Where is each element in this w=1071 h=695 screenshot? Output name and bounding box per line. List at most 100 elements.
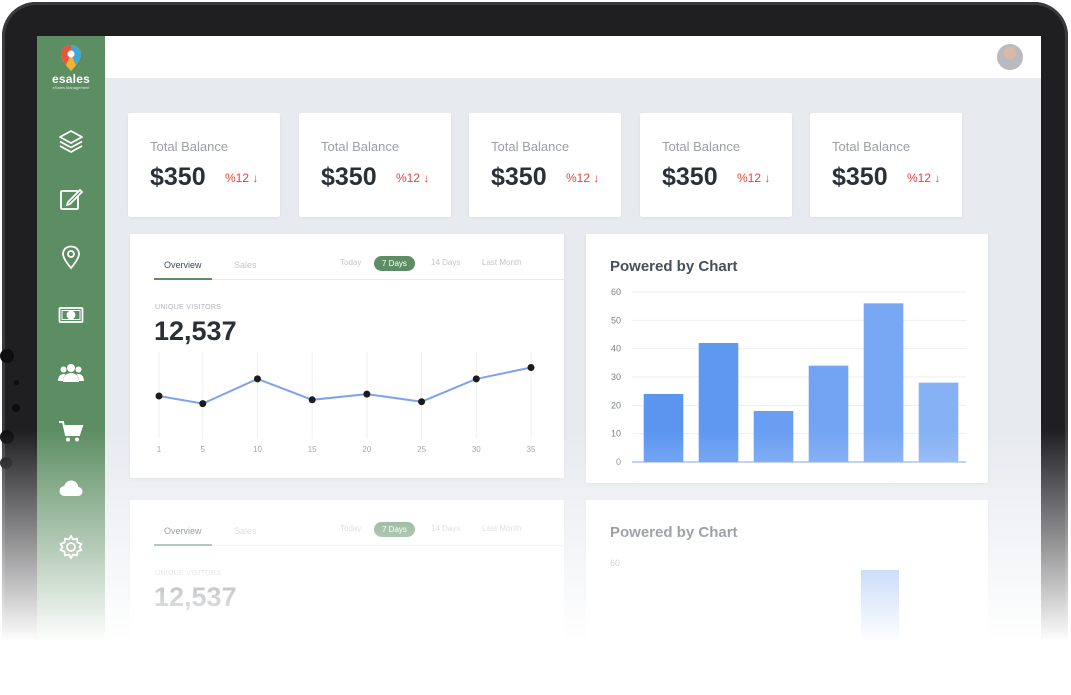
logo-name: esales — [52, 72, 90, 86]
stat-card[interactable]: Total Balance $350 %12 ↓ — [128, 113, 280, 217]
range-14-days[interactable]: 14 Days — [431, 524, 461, 533]
range-last-month[interactable]: Last Month — [482, 524, 522, 533]
range-today[interactable]: Today — [340, 258, 362, 267]
stat-card[interactable]: Total Balance $350 %12 ↓ — [469, 113, 621, 217]
sidebar-item-cash[interactable] — [37, 286, 105, 344]
active-tab-indicator — [154, 278, 212, 280]
stat-value: $350 — [321, 163, 377, 191]
data-point — [472, 375, 480, 383]
x-tick-label: 5 — [201, 445, 206, 454]
bar — [918, 382, 959, 462]
range-last-month[interactable]: Last Month — [482, 258, 522, 267]
bar — [643, 394, 684, 462]
stat-value: $350 — [662, 163, 718, 191]
side-button — [0, 349, 14, 363]
topbar — [105, 36, 1041, 78]
sidebar-item-location[interactable] — [37, 228, 105, 286]
visitors-panel: Overview Sales Today 7 Days 14 Days Last… — [130, 234, 564, 478]
stat-change: %12 ↓ — [396, 171, 430, 185]
layers-icon — [59, 130, 83, 153]
data-point — [199, 400, 207, 408]
cart-icon — [59, 421, 84, 442]
stat-change: %12 ↓ — [907, 171, 941, 185]
sidebar-item-layers[interactable] — [37, 112, 105, 170]
series-line — [158, 366, 532, 405]
location-pin-icon — [62, 245, 80, 270]
stat-card[interactable]: Total Balance $350 %12 ↓ — [810, 113, 962, 217]
cash-icon — [58, 307, 84, 323]
x-tick-label: 35 — [527, 445, 536, 454]
stat-value: $350 — [491, 163, 547, 191]
y-tick-label: 20 — [611, 400, 621, 410]
sidebar-item-cart[interactable] — [37, 402, 105, 460]
stat-change: %12 ↓ — [737, 171, 771, 185]
x-tick-label: 30 — [472, 445, 481, 454]
gear-icon — [59, 535, 83, 559]
metric-label: UNIQUE VISITORS — [155, 570, 222, 577]
range-14-days[interactable]: 14 Days — [431, 258, 461, 267]
panel-tabs: Overview Sales Today 7 Days 14 Days Last… — [154, 254, 564, 280]
x-tick-label: 10 — [253, 445, 262, 454]
side-button — [0, 430, 14, 444]
sidebar-item-settings[interactable] — [37, 518, 105, 576]
data-point — [527, 364, 535, 371]
y-tick-label: 0 — [616, 457, 621, 467]
y-tick-label: 40 — [611, 344, 621, 354]
stat-card[interactable]: Total Balance $350 %12 ↓ — [299, 113, 451, 217]
bar — [808, 365, 849, 462]
data-point — [363, 390, 371, 398]
stat-cards: Total Balance $350 %12 ↓ Total Balance $… — [128, 113, 966, 217]
side-button — [14, 380, 19, 385]
sidebar-item-cloud[interactable] — [37, 460, 105, 518]
metric-label: UNIQUE VISITORS — [155, 304, 222, 311]
users-icon — [58, 364, 84, 382]
sidebar-item-users[interactable] — [37, 344, 105, 402]
range-7-days[interactable]: 7 Days — [374, 256, 415, 271]
chart-title: Powered by Chart — [610, 524, 738, 541]
data-point — [253, 375, 261, 383]
stat-value: $350 — [150, 163, 206, 191]
bar — [861, 570, 899, 650]
y-tick-label: 10 — [611, 429, 621, 439]
app-screen: esales eSales Management — [37, 36, 1041, 676]
bar-chart-panel: Powered by Chart 0 10 20 30 40 50 60 — [586, 234, 988, 483]
sidebar-nav — [37, 112, 105, 576]
sidebar-item-edit[interactable] — [37, 170, 105, 228]
data-point — [308, 396, 316, 404]
logo[interactable]: esales eSales Management — [37, 44, 105, 91]
avatar[interactable] — [997, 44, 1023, 70]
side-button — [12, 404, 20, 412]
x-tick-label: 20 — [362, 445, 371, 454]
cloud-icon — [59, 480, 83, 496]
chart-title: Powered by Chart — [610, 258, 738, 275]
tab-sales[interactable]: Sales — [234, 526, 257, 536]
range-7-days[interactable]: 7 Days — [374, 522, 415, 537]
stat-label: Total Balance — [150, 139, 229, 154]
visitors-line-chart: 1 5 10 15 20 25 30 35 — [155, 352, 536, 454]
y-tick-label: 60 — [610, 558, 621, 568]
stat-label: Total Balance — [832, 139, 911, 154]
stat-value: $350 — [832, 163, 888, 191]
data-point — [155, 392, 163, 400]
tab-overview[interactable]: Overview — [164, 526, 202, 536]
data-point — [418, 398, 426, 406]
stat-label: Total Balance — [662, 139, 741, 154]
bar — [753, 411, 794, 462]
range-today[interactable]: Today — [340, 524, 362, 533]
x-tick-label: 15 — [308, 445, 317, 454]
visitors-panel-secondary: Overview Sales Today 7 Days 14 Days Last… — [130, 500, 564, 676]
x-tick-label: 1 — [157, 445, 162, 454]
metric-value: 12,537 — [154, 582, 237, 612]
x-tick-label: 25 — [417, 445, 426, 454]
y-tick-label: 50 — [611, 315, 621, 325]
side-button — [0, 457, 12, 469]
sidebar: esales eSales Management — [37, 36, 105, 676]
stat-card[interactable]: Total Balance $350 %12 ↓ — [640, 113, 792, 217]
panel-tabs: Overview Sales Today 7 Days 14 Days Last… — [154, 520, 564, 546]
y-tick-label: 60 — [611, 287, 621, 297]
tab-sales[interactable]: Sales — [234, 260, 257, 270]
bar — [698, 343, 739, 462]
tab-overview[interactable]: Overview — [164, 260, 202, 270]
stat-label: Total Balance — [491, 139, 570, 154]
